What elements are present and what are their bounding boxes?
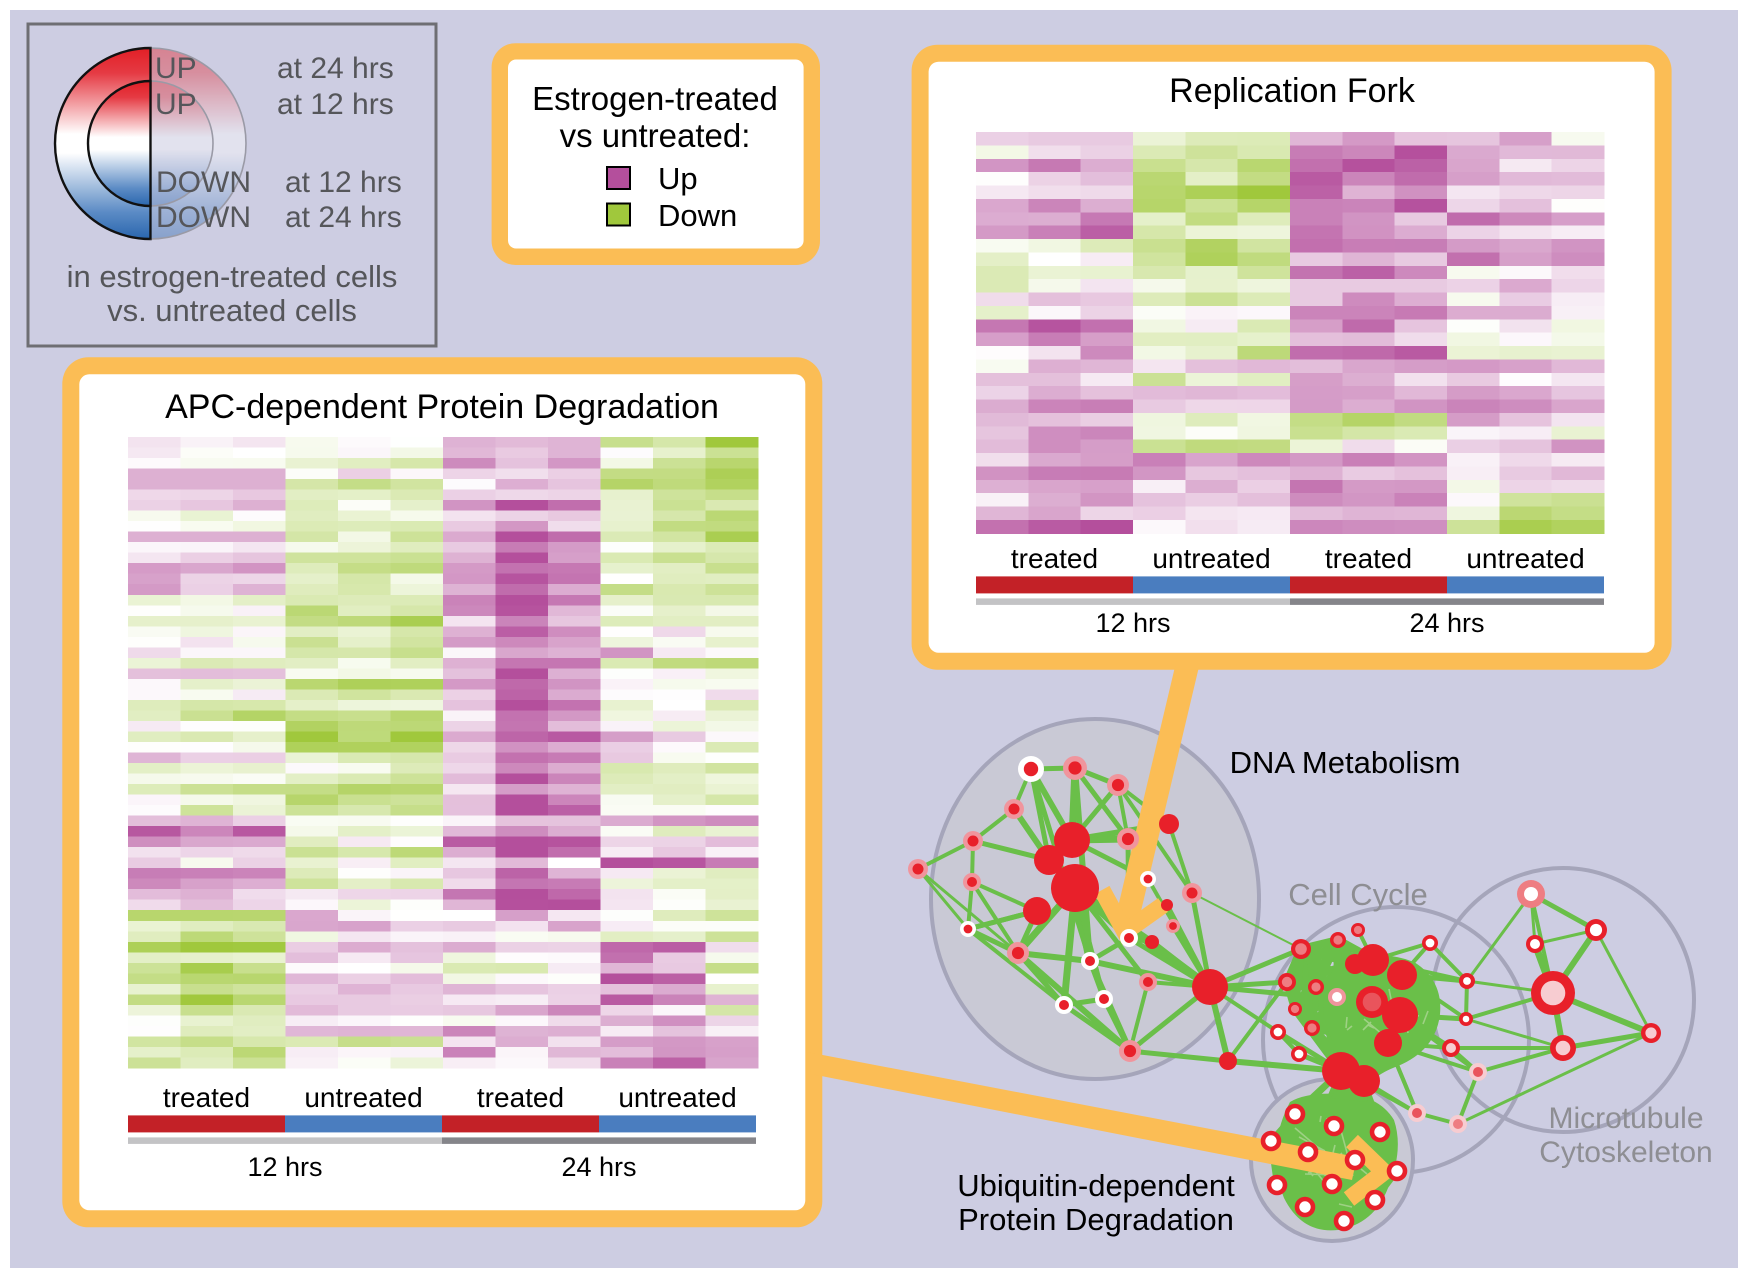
svg-text:Down: Down — [658, 198, 737, 233]
svg-text:Microtubule: Microtubule — [1548, 1102, 1703, 1135]
svg-text:Up: Up — [658, 161, 698, 196]
svg-text:untreated: untreated — [1152, 543, 1270, 574]
svg-text:Ubiquitin-dependent: Ubiquitin-dependent — [957, 1168, 1235, 1203]
svg-text:at 24 hrs: at 24 hrs — [285, 201, 402, 234]
svg-text:Cell Cycle: Cell Cycle — [1288, 877, 1428, 912]
svg-text:Replication Fork: Replication Fork — [1169, 72, 1416, 110]
svg-text:UP: UP — [155, 88, 197, 121]
svg-text:24 hrs: 24 hrs — [561, 1152, 636, 1182]
svg-text:DNA Metabolism: DNA Metabolism — [1230, 745, 1461, 780]
svg-text:treated: treated — [163, 1082, 250, 1113]
svg-text:in estrogen-treated cells: in estrogen-treated cells — [67, 259, 398, 294]
svg-text:treated: treated — [477, 1082, 564, 1113]
svg-text:Protein Degradation: Protein Degradation — [958, 1202, 1234, 1237]
svg-text:vs untreated:: vs untreated: — [560, 117, 751, 154]
svg-text:UP: UP — [155, 52, 197, 85]
svg-text:APC-dependent Protein Degradat: APC-dependent Protein Degradation — [165, 388, 719, 426]
svg-text:at 24 hrs: at 24 hrs — [277, 52, 394, 85]
svg-text:untreated: untreated — [618, 1082, 736, 1113]
svg-text:treated: treated — [1011, 543, 1098, 574]
svg-text:DOWN: DOWN — [156, 201, 251, 234]
svg-text:treated: treated — [1325, 543, 1412, 574]
svg-text:vs. untreated cells: vs. untreated cells — [107, 293, 357, 328]
svg-text:12 hrs: 12 hrs — [247, 1152, 322, 1182]
svg-text:untreated: untreated — [1466, 543, 1584, 574]
svg-text:12 hrs: 12 hrs — [1095, 608, 1170, 638]
svg-text:DOWN: DOWN — [156, 166, 251, 199]
svg-text:untreated: untreated — [304, 1082, 422, 1113]
svg-text:at 12 hrs: at 12 hrs — [285, 166, 402, 199]
svg-text:at 12 hrs: at 12 hrs — [277, 88, 394, 121]
svg-text:24 hrs: 24 hrs — [1409, 608, 1484, 638]
svg-text:Estrogen-treated: Estrogen-treated — [532, 80, 778, 117]
svg-text:Cytoskeleton: Cytoskeleton — [1539, 1136, 1712, 1169]
